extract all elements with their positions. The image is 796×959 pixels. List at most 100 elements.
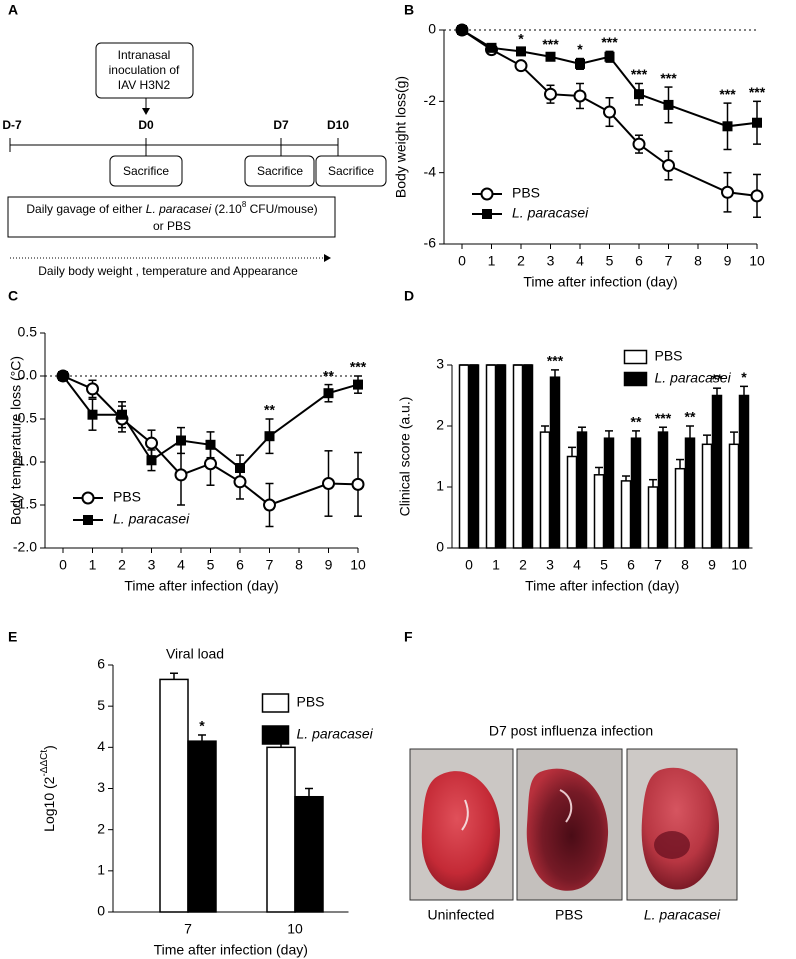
bar bbox=[657, 431, 669, 549]
error-bar bbox=[305, 787, 313, 797]
x-tick-label: 6 bbox=[635, 253, 643, 269]
lung-highlight bbox=[461, 799, 469, 831]
significance: *** bbox=[350, 359, 367, 375]
error-bar bbox=[676, 458, 684, 469]
x-tick-label: 5 bbox=[600, 557, 608, 573]
lung bbox=[526, 768, 609, 891]
photo-label: PBS bbox=[555, 907, 583, 923]
marker bbox=[176, 435, 186, 446]
panel-label: E bbox=[8, 629, 17, 645]
marker bbox=[482, 209, 492, 219]
y-tick-label: 5 bbox=[97, 697, 105, 713]
x-tick-label: 0 bbox=[59, 557, 67, 573]
legend-label: PBS bbox=[512, 185, 540, 201]
error-bar bbox=[622, 475, 630, 481]
panel-label: F bbox=[404, 629, 413, 645]
photo-label: Uninfected bbox=[428, 907, 495, 923]
error-bar bbox=[740, 385, 748, 396]
y-tick-label: -1.0 bbox=[13, 453, 37, 469]
x-tick-label: 4 bbox=[573, 557, 581, 573]
marker bbox=[264, 431, 275, 442]
error-bar bbox=[703, 434, 711, 445]
x-tick-label: 0 bbox=[465, 557, 473, 573]
x-tick-label: 8 bbox=[681, 557, 689, 573]
y-tick-label: 0.0 bbox=[18, 367, 38, 383]
significance: * bbox=[199, 718, 205, 734]
y-tick-label: 0.5 bbox=[18, 324, 38, 340]
sacrifice-text: Sacrifice bbox=[328, 164, 374, 178]
y-axis-title: Body temperature loss (°C) bbox=[8, 356, 24, 525]
significance: * bbox=[518, 31, 524, 47]
chart-title: Viral load bbox=[166, 646, 224, 662]
error-bar bbox=[730, 431, 738, 445]
significance: *** bbox=[660, 70, 677, 86]
gavage-text: Daily gavage of either L. paracasei (2.1… bbox=[26, 200, 317, 216]
y-tick-label: 0 bbox=[436, 539, 444, 555]
marker bbox=[514, 59, 528, 73]
gavage-part: Daily gavage of either bbox=[26, 202, 145, 216]
error-bar bbox=[551, 369, 559, 378]
bar bbox=[539, 431, 551, 549]
marker bbox=[545, 51, 556, 62]
significance: ** bbox=[712, 371, 723, 387]
bar bbox=[738, 394, 750, 549]
marker bbox=[632, 137, 646, 151]
x-axis-title: Time after infection (day) bbox=[525, 578, 679, 594]
y-tick-label: 6 bbox=[97, 656, 105, 672]
y-tick-label: -0.5 bbox=[13, 410, 37, 426]
x-tick-label: 10 bbox=[731, 557, 747, 573]
significance: *** bbox=[542, 36, 559, 52]
y-tick-label: 3 bbox=[97, 779, 105, 795]
bar bbox=[620, 480, 632, 549]
x-tick-label: 9 bbox=[325, 557, 333, 573]
x-tick-label: 7 bbox=[654, 557, 662, 573]
gavage-part: (2.10 bbox=[211, 202, 242, 216]
error-bar bbox=[541, 425, 549, 433]
x-tick-label: 10 bbox=[749, 253, 765, 269]
legend-label: L. paracasei bbox=[297, 726, 374, 742]
significance: *** bbox=[749, 84, 766, 100]
bar bbox=[728, 443, 740, 549]
error-bar bbox=[659, 426, 667, 433]
bar bbox=[512, 364, 524, 549]
x-tick-label: 1 bbox=[89, 557, 97, 573]
error-bar bbox=[713, 387, 721, 396]
y-tick-label: -2.0 bbox=[13, 539, 37, 555]
bar bbox=[684, 437, 696, 549]
marker bbox=[750, 189, 764, 203]
marker bbox=[351, 477, 365, 491]
significance: ** bbox=[323, 367, 334, 383]
day-label: D-7 bbox=[2, 118, 22, 132]
series-line bbox=[62, 375, 359, 470]
x-tick-label: 5 bbox=[606, 253, 614, 269]
timeline: Intranasal inoculation of IAV H3N2 D-7 D… bbox=[2, 42, 387, 278]
marker bbox=[544, 87, 557, 101]
marker bbox=[174, 468, 188, 482]
significance: *** bbox=[655, 410, 672, 426]
marker bbox=[353, 379, 363, 390]
bar bbox=[159, 678, 189, 913]
x-tick-label: 9 bbox=[724, 253, 732, 269]
marker bbox=[323, 388, 334, 399]
lung bbox=[641, 767, 720, 890]
marker bbox=[722, 121, 733, 132]
bar bbox=[468, 364, 480, 549]
marker bbox=[81, 491, 95, 505]
marker bbox=[575, 58, 585, 69]
marker bbox=[721, 185, 734, 199]
gavage-part: CFU/mouse) bbox=[246, 202, 317, 216]
bar bbox=[458, 364, 470, 549]
bar bbox=[522, 364, 534, 549]
lung-highlight bbox=[559, 789, 573, 823]
sacrifice-text: Sacrifice bbox=[257, 164, 303, 178]
legend-swatch bbox=[261, 693, 290, 713]
y-axis-title-part: Log10 (2 bbox=[41, 776, 57, 831]
bar bbox=[630, 437, 642, 549]
legend-label: L. paracasei bbox=[512, 205, 589, 221]
x-tick-label: 0 bbox=[458, 253, 466, 269]
x-tick-label: 2 bbox=[517, 253, 525, 269]
bar bbox=[603, 437, 615, 549]
significance: *** bbox=[601, 34, 618, 50]
y-tick-label: -1.5 bbox=[13, 496, 37, 512]
significance: ** bbox=[685, 409, 696, 425]
